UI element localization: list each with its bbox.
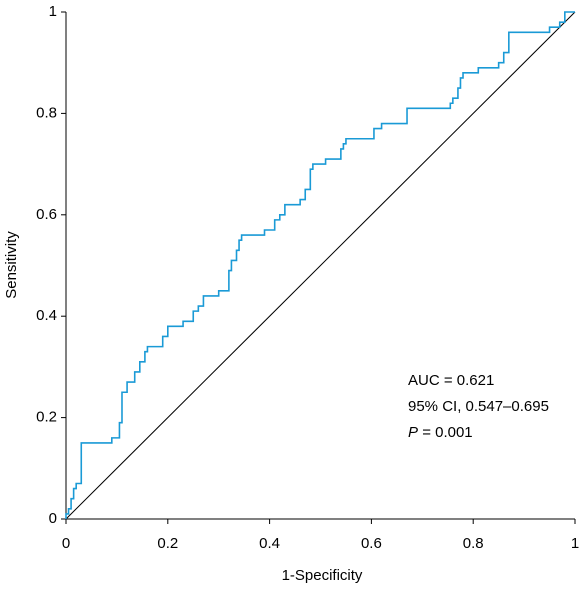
y-tick-label: 0.6 [36,206,57,223]
x-tick-label: 0.6 [361,535,382,552]
x-tick-label: 0.4 [259,535,280,552]
y-tick-label: 1 [49,3,57,20]
x-tick-label: 0.2 [157,535,178,552]
p-value: = 0.001 [422,424,472,441]
p-symbol: P [408,424,418,441]
y-tick-label: 0.8 [36,104,57,121]
roc-curve [65,11,575,519]
x-tick-label: 0.8 [463,535,484,552]
x-axis-label: 1-Specificity [282,567,363,584]
y-tick-label: 0 [49,510,57,527]
y-tick-label: 0.4 [36,307,57,324]
x-tick-label: 1 [571,535,579,552]
y-tick-label: 0.2 [36,409,57,426]
annotation: 95% CI, 0.547–0.695 [408,398,549,415]
y-axis-label: Sensitivity [3,231,20,299]
reference-line [65,11,576,520]
annotation: P = 0.001 [408,424,473,441]
x-tick-label: 0 [62,535,70,552]
annotation: AUC = 0.621 [408,372,494,389]
